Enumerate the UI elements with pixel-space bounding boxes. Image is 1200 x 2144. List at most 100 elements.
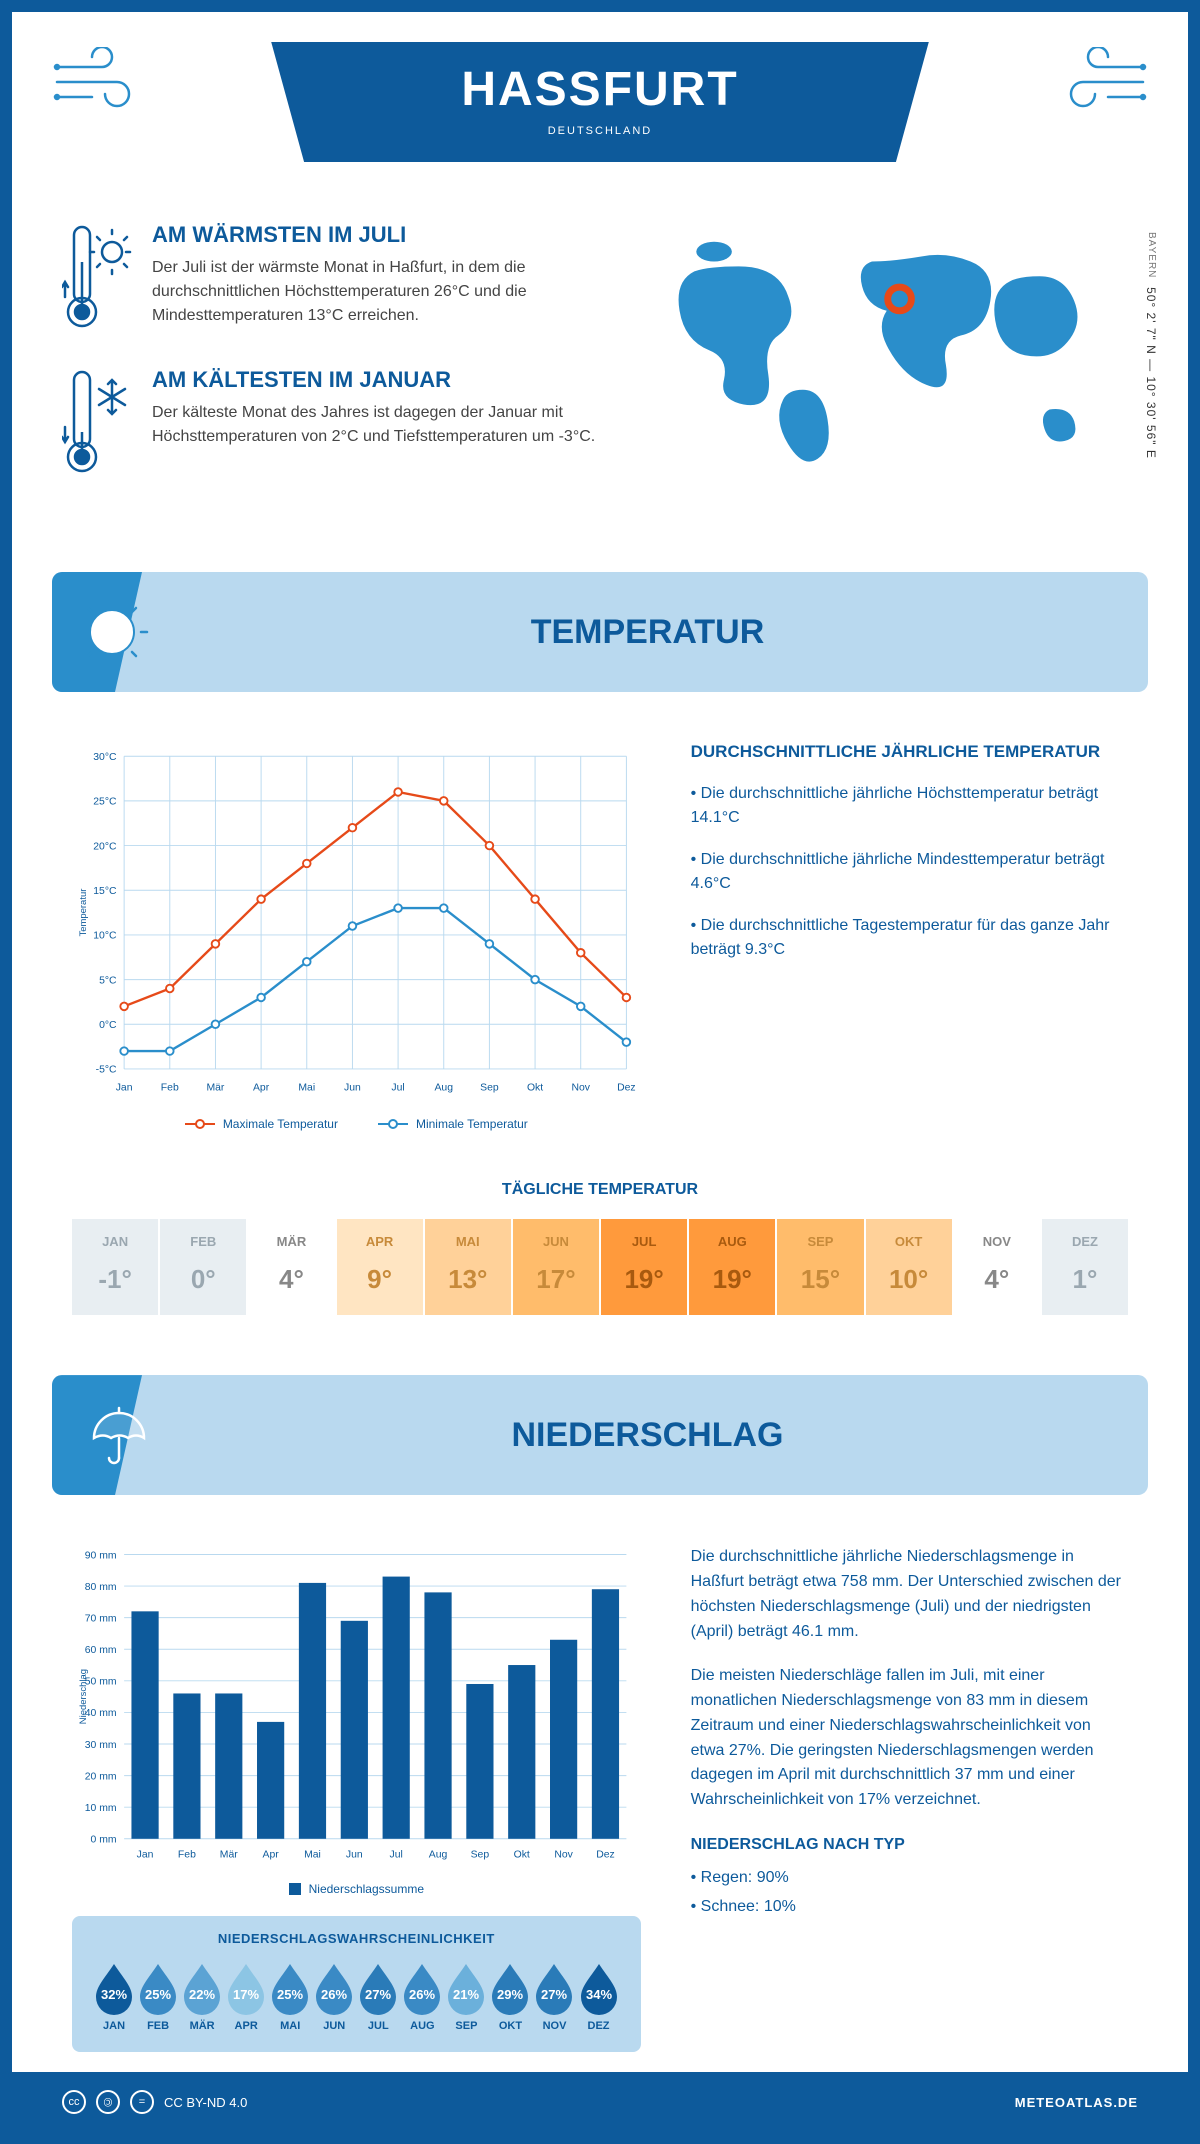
- probability-drop: 27%NOV: [532, 1961, 576, 2032]
- intro-section: AM WÄRMSTEN IM JULI Der Juli ist der wär…: [12, 202, 1188, 552]
- probability-box: NIEDERSCHLAGSWAHRSCHEINLICHKEIT 32%JAN25…: [72, 1916, 641, 2052]
- svg-text:60 mm: 60 mm: [85, 1645, 117, 1656]
- coldest-title: AM KÄLTESTEN IM JANUAR: [152, 367, 605, 393]
- svg-text:0 mm: 0 mm: [91, 1835, 117, 1846]
- coldest-text: Der kälteste Monat des Jahres ist dagege…: [152, 401, 605, 449]
- precipitation-title: NIEDERSCHLAG: [511, 1416, 783, 1455]
- svg-text:Feb: Feb: [161, 1083, 179, 1094]
- svg-text:Okt: Okt: [514, 1850, 530, 1861]
- svg-text:5°C: 5°C: [99, 975, 117, 986]
- world-map-icon: [645, 222, 1138, 479]
- svg-text:22%: 22%: [189, 1987, 215, 2002]
- daily-temp-cell: MAI13°: [425, 1219, 513, 1315]
- probability-drop: 26%JUN: [312, 1961, 356, 2032]
- svg-text:Niederschlag: Niederschlag: [78, 1669, 89, 1724]
- svg-text:27%: 27%: [541, 1987, 567, 2002]
- thermometer-hot-icon: [62, 222, 132, 337]
- daily-temperature-section: TÄGLICHE TEMPERATUR JAN-1°FEB0°MÄR4°APR9…: [12, 1161, 1188, 1355]
- svg-text:15°C: 15°C: [93, 886, 117, 897]
- svg-text:Mai: Mai: [298, 1083, 315, 1094]
- city-title: HASSFURT: [271, 62, 929, 117]
- svg-text:27%: 27%: [365, 1987, 391, 2002]
- svg-text:Nov: Nov: [554, 1850, 573, 1861]
- probability-drop: 17%APR: [224, 1961, 268, 2032]
- svg-text:Sep: Sep: [480, 1083, 499, 1094]
- thermometer-cold-icon: [62, 367, 132, 482]
- svg-text:29%: 29%: [497, 1987, 523, 2002]
- svg-text:25°C: 25°C: [93, 797, 117, 808]
- temperature-info: DURCHSCHNITTLICHE JÄHRLICHE TEMPERATUR •…: [691, 742, 1128, 1131]
- svg-text:40 mm: 40 mm: [85, 1708, 117, 1719]
- svg-text:Feb: Feb: [178, 1850, 196, 1861]
- svg-text:20°C: 20°C: [93, 841, 117, 852]
- svg-text:26%: 26%: [321, 1987, 347, 2002]
- svg-text:25%: 25%: [277, 1987, 303, 2002]
- world-map-area: BAYERN 50° 2' 7" N — 10° 30' 56" E: [645, 222, 1138, 512]
- svg-text:30 mm: 30 mm: [85, 1740, 117, 1751]
- svg-text:Apr: Apr: [263, 1850, 280, 1861]
- cc-by-icon: 🄯: [96, 2090, 120, 2114]
- svg-text:20 mm: 20 mm: [85, 1771, 117, 1782]
- svg-text:70 mm: 70 mm: [85, 1614, 117, 1625]
- daily-temp-cell: APR9°: [337, 1219, 425, 1315]
- svg-text:26%: 26%: [409, 1987, 435, 2002]
- probability-drop: 34%DEZ: [577, 1961, 621, 2032]
- svg-text:25%: 25%: [145, 1987, 171, 2002]
- svg-text:Nov: Nov: [571, 1083, 590, 1094]
- footer: cc 🄯 = CC BY-ND 4.0 METEOATLAS.DE: [12, 2072, 1188, 2132]
- svg-text:Okt: Okt: [527, 1083, 543, 1094]
- precipitation-legend: Niederschlagssumme: [72, 1882, 641, 1896]
- warmest-fact: AM WÄRMSTEN IM JULI Der Juli ist der wär…: [62, 222, 605, 337]
- svg-text:34%: 34%: [586, 1987, 612, 2002]
- infographic-container: HASSFURT DEUTSCHLAND AM WÄRMSTEN IM JULI…: [0, 0, 1200, 2144]
- wind-icon-left: [52, 47, 152, 122]
- svg-text:Mai: Mai: [304, 1850, 321, 1861]
- cc-nd-icon: =: [130, 2090, 154, 2114]
- svg-text:Dez: Dez: [617, 1083, 636, 1094]
- daily-temperature-table: JAN-1°FEB0°MÄR4°APR9°MAI13°JUN17°JUL19°A…: [72, 1219, 1128, 1315]
- daily-temp-cell: SEP15°: [777, 1219, 865, 1315]
- svg-text:10 mm: 10 mm: [85, 1803, 117, 1814]
- svg-text:Temperatur: Temperatur: [78, 889, 89, 937]
- header: HASSFURT DEUTSCHLAND: [12, 12, 1188, 202]
- wind-icon-right: [1048, 47, 1148, 122]
- probability-drop: 21%SEP: [444, 1961, 488, 2032]
- daily-temp-cell: DEZ1°: [1042, 1219, 1128, 1315]
- svg-text:Jul: Jul: [390, 1850, 403, 1861]
- svg-text:Dez: Dez: [596, 1850, 615, 1861]
- coldest-fact: AM KÄLTESTEN IM JANUAR Der kälteste Mona…: [62, 367, 605, 482]
- svg-text:Aug: Aug: [429, 1850, 448, 1861]
- probability-drop: 27%JUL: [356, 1961, 400, 2032]
- svg-text:Jan: Jan: [137, 1850, 154, 1861]
- daily-temp-cell: MÄR4°: [248, 1219, 336, 1315]
- country-subtitle: DEUTSCHLAND: [271, 125, 929, 137]
- daily-temp-cell: JAN-1°: [72, 1219, 160, 1315]
- svg-text:Aug: Aug: [434, 1083, 453, 1094]
- svg-text:Mär: Mär: [220, 1850, 238, 1861]
- svg-text:21%: 21%: [453, 1987, 479, 2002]
- svg-text:17%: 17%: [233, 1987, 259, 2002]
- daily-temp-cell: FEB0°: [160, 1219, 248, 1315]
- probability-drops: 32%JAN25%FEB22%MÄR17%APR25%MAI26%JUN27%J…: [92, 1961, 621, 2032]
- svg-text:Jun: Jun: [346, 1850, 363, 1861]
- temperature-section: -5°C0°C5°C10°C15°C20°C25°C30°CJanFebMärA…: [12, 712, 1188, 1161]
- svg-text:32%: 32%: [101, 1987, 127, 2002]
- title-banner: HASSFURT DEUTSCHLAND: [271, 42, 929, 162]
- svg-text:10°C: 10°C: [93, 931, 117, 942]
- svg-text:Mär: Mär: [206, 1083, 224, 1094]
- warmest-title: AM WÄRMSTEN IM JULI: [152, 222, 605, 248]
- site-name: METEOATLAS.DE: [1015, 2095, 1138, 2110]
- svg-text:50 mm: 50 mm: [85, 1677, 117, 1688]
- temperature-line-chart: -5°C0°C5°C10°C15°C20°C25°C30°CJanFebMärA…: [72, 742, 641, 1102]
- svg-text:30°C: 30°C: [93, 752, 117, 763]
- svg-text:Apr: Apr: [253, 1083, 270, 1094]
- probability-drop: 25%MAI: [268, 1961, 312, 2032]
- cc-icon: cc: [62, 2090, 86, 2114]
- temperature-legend: Maximale Temperatur Minimale Temperatur: [72, 1117, 641, 1131]
- daily-temp-cell: AUG19°: [689, 1219, 777, 1315]
- daily-temp-cell: OKT10°: [866, 1219, 954, 1315]
- temperature-section-header: TEMPERATUR: [52, 572, 1148, 692]
- sun-icon: [82, 597, 152, 667]
- temperature-title: TEMPERATUR: [531, 613, 765, 652]
- svg-text:80 mm: 80 mm: [85, 1582, 117, 1593]
